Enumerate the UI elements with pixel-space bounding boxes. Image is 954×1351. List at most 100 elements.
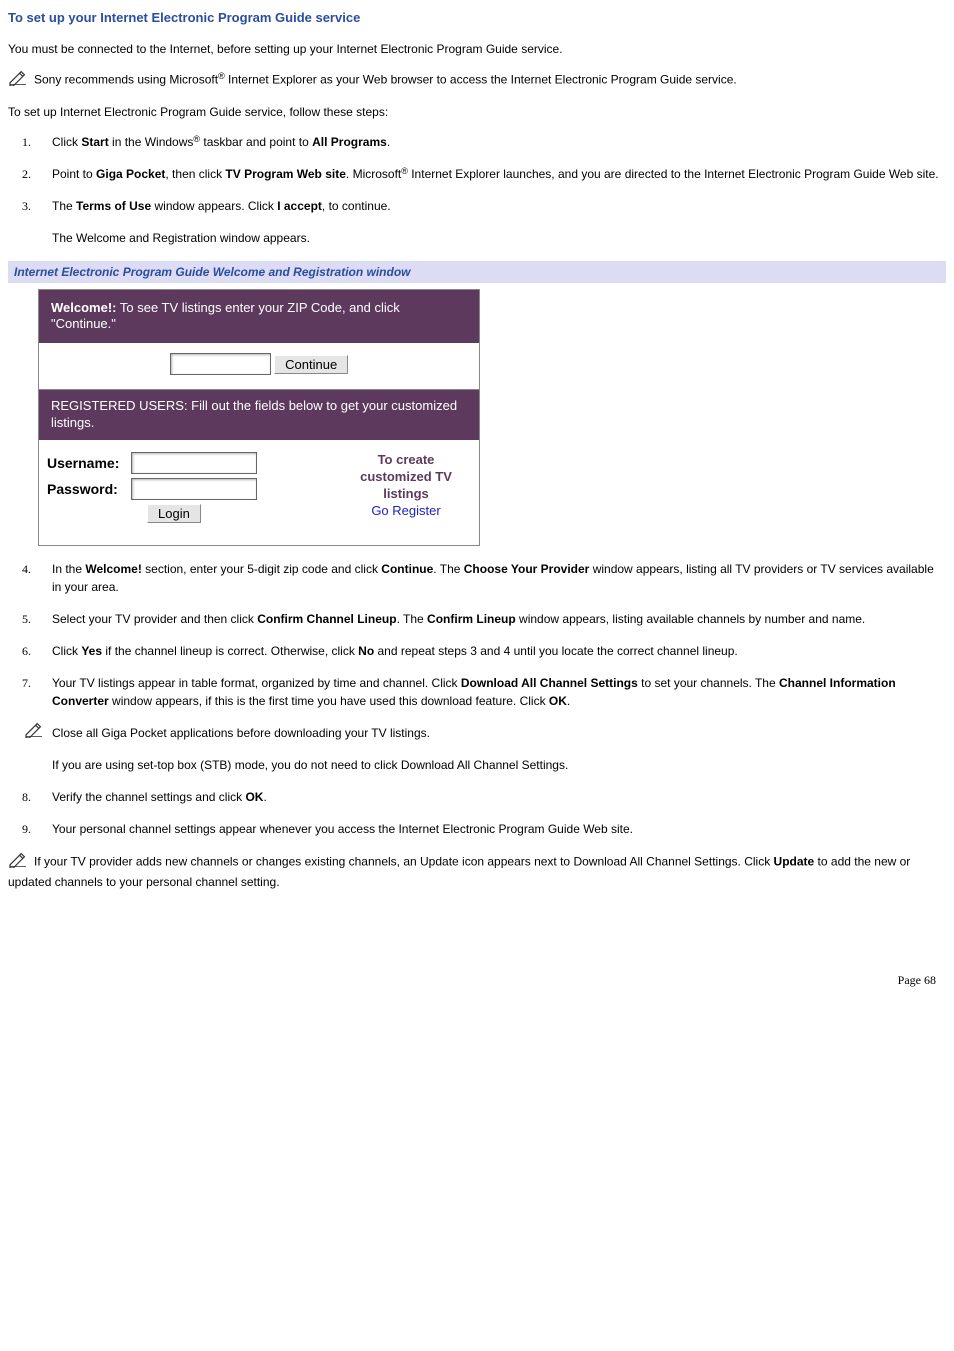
password-label: Password: (47, 479, 131, 500)
step-4: 4. In the Welcome! section, enter your 5… (44, 560, 946, 596)
t: Continue (381, 562, 433, 576)
t: Point to (52, 167, 96, 181)
login-form: Username: Password: Login (47, 452, 341, 523)
t: in the Windows (109, 135, 194, 149)
t: . (387, 135, 390, 149)
registered-header: REGISTERED USERS: Fill out the fields be… (39, 390, 479, 440)
t: Internet Explorer launches, and you are … (408, 167, 939, 181)
t: Verify the channel settings and click (52, 790, 245, 804)
page-title: To set up your Internet Electronic Progr… (8, 8, 946, 28)
t: customized TV (341, 469, 471, 486)
step-5: 5. Select your TV provider and then clic… (44, 610, 946, 628)
reg-label: REGISTERED USERS: (51, 398, 188, 413)
t: Giga Pocket (96, 167, 165, 181)
note-close-apps: Close all Giga Pocket applications befor… (8, 724, 946, 742)
pencil-note-icon (8, 852, 28, 873)
reg-symbol: ® (218, 71, 225, 81)
zip-input[interactable] (170, 353, 271, 375)
username-input[interactable] (131, 452, 257, 474)
t: Select your TV provider and then click (52, 612, 257, 626)
t: window appears, listing available channe… (516, 612, 866, 626)
t: to set your channels. The (638, 676, 779, 690)
figure-caption: Internet Electronic Program Guide Welcom… (8, 261, 946, 283)
step-8: 8. Verify the channel settings and click… (44, 788, 946, 806)
go-register-link[interactable]: Go Register (371, 503, 440, 518)
t: taskbar and point to (200, 135, 312, 149)
continue-button[interactable]: Continue (274, 355, 348, 374)
t: , to continue. (322, 199, 391, 213)
t: window appears. Click (151, 199, 277, 213)
step-number: 2. (22, 165, 31, 183)
note-update: If your TV provider adds new channels or… (8, 852, 946, 891)
t: . The (397, 612, 427, 626)
step-list-3: 8. Verify the channel settings and click… (8, 788, 946, 838)
t: No (358, 644, 374, 658)
t: Click (52, 135, 81, 149)
t: In the (52, 562, 85, 576)
t: . (263, 790, 266, 804)
t: All Programs (312, 135, 387, 149)
step-list-2: 4. In the Welcome! section, enter your 5… (8, 560, 946, 710)
username-label: Username: (47, 453, 131, 474)
step-number: 3. (22, 197, 31, 215)
t: and repeat steps 3 and 4 until you locat… (374, 644, 738, 658)
reg-symbol: ® (401, 166, 408, 176)
steps-intro: To set up Internet Electronic Program Gu… (8, 103, 946, 121)
t: Start (81, 135, 108, 149)
t: To create (341, 452, 471, 469)
login-area: Username: Password: Login To create cust… (39, 440, 479, 545)
t: listings (341, 486, 471, 503)
password-input[interactable] (131, 478, 257, 500)
step-number: 5. (22, 610, 31, 628)
step-number: 4. (22, 560, 31, 578)
intro-text: You must be connected to the Internet, b… (8, 40, 946, 58)
t: Welcome! (85, 562, 141, 576)
t: I accept (277, 199, 322, 213)
t: . (567, 694, 570, 708)
t: OK (549, 694, 567, 708)
t: Close all Giga Pocket applications befor… (52, 726, 430, 740)
t: Click (52, 644, 81, 658)
login-button[interactable]: Login (147, 504, 201, 523)
step-number: 1. (22, 133, 31, 151)
t: Download All Channel Settings (461, 676, 638, 690)
step-number: 7. (22, 674, 31, 692)
t: Choose Your Provider (464, 562, 590, 576)
pencil-note-icon (24, 722, 44, 743)
step-1: 1. Click Start in the Windows® taskbar a… (44, 133, 946, 151)
step3-sub: The Welcome and Registration window appe… (52, 229, 946, 247)
t: Update (774, 855, 815, 869)
t: TV Program Web site (225, 167, 345, 181)
t: The (52, 199, 76, 213)
note-recommend: Sony recommends using Microsoft® Interne… (8, 70, 946, 91)
step-number: 8. (22, 788, 31, 806)
zip-row: Continue (39, 343, 479, 390)
step-number: 9. (22, 820, 31, 838)
step-number: 6. (22, 642, 31, 660)
step-2: 2. Point to Giga Pocket, then click TV P… (44, 165, 946, 183)
page-number: Page 68 (8, 971, 946, 989)
t: Terms of Use (76, 199, 151, 213)
note1-post: Internet Explorer as your Web browser to… (225, 72, 737, 86)
t: if the channel lineup is correct. Otherw… (102, 644, 358, 658)
pencil-note-icon (8, 70, 28, 91)
step-9: 9. Your personal channel settings appear… (44, 820, 946, 838)
step-7: 7. Your TV listings appear in table form… (44, 674, 946, 710)
step-list: 1. Click Start in the Windows ® taskbar a… (8, 133, 946, 247)
t: Confirm Channel Lineup (257, 612, 396, 626)
registration-window: Welcome!: To see TV listings enter your … (8, 289, 946, 547)
welcome-label: Welcome!: (51, 300, 117, 315)
t: section, enter your 5-digit zip code and… (142, 562, 381, 576)
t: If your TV provider adds new channels or… (34, 855, 774, 869)
welcome-header: Welcome!: To see TV listings enter your … (39, 290, 479, 344)
t: Your TV listings appear in table format,… (52, 676, 461, 690)
t: Yes (81, 644, 102, 658)
step-3: 3. The Terms of Use window appears. Clic… (44, 197, 946, 247)
t: OK (245, 790, 263, 804)
t: window appears, if this is the first tim… (109, 694, 549, 708)
t: Confirm Lineup (427, 612, 516, 626)
step-6: 6. Click Yes if the channel lineup is co… (44, 642, 946, 660)
t: . The (433, 562, 463, 576)
t: , then click (165, 167, 225, 181)
register-promo: To create customized TV listings Go Regi… (341, 452, 471, 520)
